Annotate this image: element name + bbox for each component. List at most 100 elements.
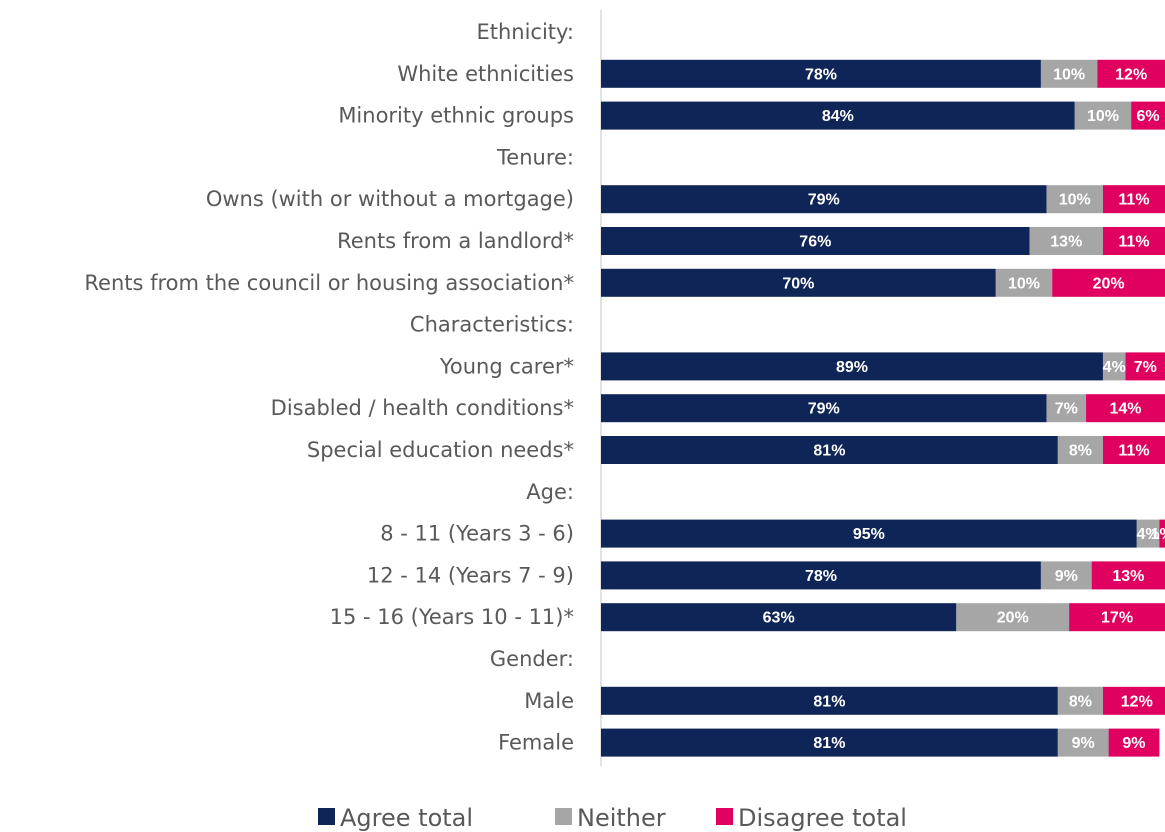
bar-segment-agree-total — [601, 436, 1058, 464]
bar-segment-disagree-total — [1108, 728, 1160, 757]
legend-swatch — [716, 808, 733, 825]
category-label: Gender: — [490, 647, 574, 671]
bar-segment-agree-total — [601, 686, 1058, 715]
data-label: 11% — [1118, 234, 1149, 251]
data-label: 9% — [1122, 735, 1145, 752]
legend: Agree total Neither Disagree total — [318, 804, 907, 832]
data-label: 89% — [836, 359, 868, 376]
data-label: 95% — [853, 526, 885, 543]
bar-segment-neither — [1046, 185, 1103, 214]
data-label: 11% — [1118, 192, 1149, 209]
bar-segment-disagree-total — [1052, 268, 1165, 297]
category-label: Rents from the council or housing associ… — [84, 271, 574, 295]
data-label: 10% — [1059, 192, 1091, 209]
category-labels: Ethnicity: White ethnicities Minority ethn… — [84, 20, 574, 755]
data-label: 1% — [1151, 526, 1165, 543]
data-label: 14% — [1110, 401, 1142, 418]
bar-segment-agree-total — [601, 728, 1058, 757]
legend-label: Agree total — [340, 804, 473, 832]
data-label: 10% — [1008, 275, 1040, 292]
category-label: 8 - 11 (Years 3 - 6) — [380, 522, 574, 546]
bar-segment-neither — [1040, 59, 1098, 88]
data-label: 79% — [808, 401, 840, 418]
bar-segment-agree-total — [601, 394, 1047, 423]
bar-segment-agree-total — [601, 59, 1041, 88]
bar-segment-neither — [1029, 227, 1103, 255]
data-label: 8% — [1069, 443, 1092, 460]
category-label: Male — [524, 689, 574, 713]
category-label: Owns (with or without a mortgage) — [206, 187, 574, 211]
bar-segment-agree-total — [601, 101, 1075, 130]
bar-segment-agree-total — [601, 352, 1103, 381]
data-label: 78% — [805, 66, 837, 83]
data-label: 13% — [1112, 568, 1144, 585]
data-label: 78% — [805, 568, 837, 585]
bar-segment-neither — [995, 268, 1053, 297]
bar-segment-neither — [1074, 101, 1132, 130]
legend-swatch — [318, 808, 335, 825]
bar-segment-disagree-total — [1069, 603, 1165, 632]
category-label: Minority ethnic groups — [338, 104, 574, 128]
data-label: 20% — [1093, 275, 1125, 292]
bar-segment-disagree-total — [1102, 227, 1165, 255]
category-label: Characteristics: — [410, 313, 574, 337]
legend-label: Disagree total — [738, 804, 907, 832]
bars-group: 78% 10% 12% 84% 10% 6% 79% 10% 11% 76% 13% 11% 70% 10… — [601, 59, 1165, 757]
bar-segment-agree-total — [601, 227, 1030, 255]
bar-segment-neither — [956, 603, 1070, 632]
data-label: 9% — [1055, 568, 1078, 585]
category-label: Special education needs* — [307, 438, 574, 462]
bar-segment-agree-total — [601, 561, 1041, 590]
bar-segment-disagree-total — [1125, 352, 1165, 381]
data-label: 17% — [1101, 610, 1133, 627]
category-label: Disabled / health conditions* — [271, 396, 574, 420]
bar-segment-neither — [1040, 561, 1092, 590]
bar-segment-agree-total — [601, 519, 1137, 548]
bar-segment-disagree-total — [1091, 561, 1165, 590]
bar-segment-disagree-total — [1102, 185, 1165, 214]
category-label: Ethnicity: — [476, 20, 574, 44]
bar-segment-disagree-total — [1102, 686, 1165, 715]
data-label: 9% — [1072, 735, 1095, 752]
bar-segment-disagree-total — [1102, 436, 1165, 464]
data-label: 20% — [997, 610, 1029, 627]
bar-segment-disagree-total — [1159, 519, 1165, 548]
data-label: 79% — [808, 192, 840, 209]
category-label: Young carer* — [439, 354, 574, 378]
data-label: 11% — [1118, 443, 1149, 460]
data-label: 7% — [1055, 401, 1078, 418]
legend-swatch — [555, 808, 572, 825]
bar-segment-neither — [1057, 686, 1103, 715]
bar-segment-neither — [1136, 519, 1160, 548]
bar-segment-disagree-total — [1131, 101, 1165, 130]
data-label: 63% — [763, 610, 795, 627]
data-label: 81% — [813, 693, 845, 710]
category-label: Rents from a landlord* — [337, 229, 574, 253]
data-label: 6% — [1137, 108, 1160, 125]
category-label: Female — [498, 731, 574, 755]
category-label: Tenure: — [496, 145, 574, 169]
bar-segment-disagree-total — [1097, 59, 1165, 88]
data-label: 7% — [1134, 359, 1157, 376]
bar-segment-neither — [1057, 728, 1109, 757]
bar-segment-neither — [1057, 436, 1103, 464]
data-label: 4% — [1137, 526, 1160, 543]
bar-segment-disagree-total — [1086, 394, 1165, 423]
data-label: 10% — [1087, 108, 1119, 125]
data-label: 76% — [799, 234, 831, 251]
bar-segment-neither — [1102, 352, 1126, 381]
category-label: 12 - 14 (Years 7 - 9) — [367, 563, 574, 587]
data-label: 81% — [813, 735, 845, 752]
data-label: 4% — [1103, 359, 1126, 376]
data-label: 10% — [1053, 66, 1085, 83]
data-label: 8% — [1069, 693, 1092, 710]
bar-segment-agree-total — [601, 185, 1047, 214]
category-label: White ethnicities — [397, 62, 574, 86]
data-label: 81% — [813, 443, 845, 460]
category-label: Age: — [526, 480, 574, 504]
data-label: 12% — [1115, 66, 1147, 83]
data-label: 84% — [822, 108, 854, 125]
data-label: 70% — [782, 275, 814, 292]
data-label: 12% — [1121, 693, 1153, 710]
